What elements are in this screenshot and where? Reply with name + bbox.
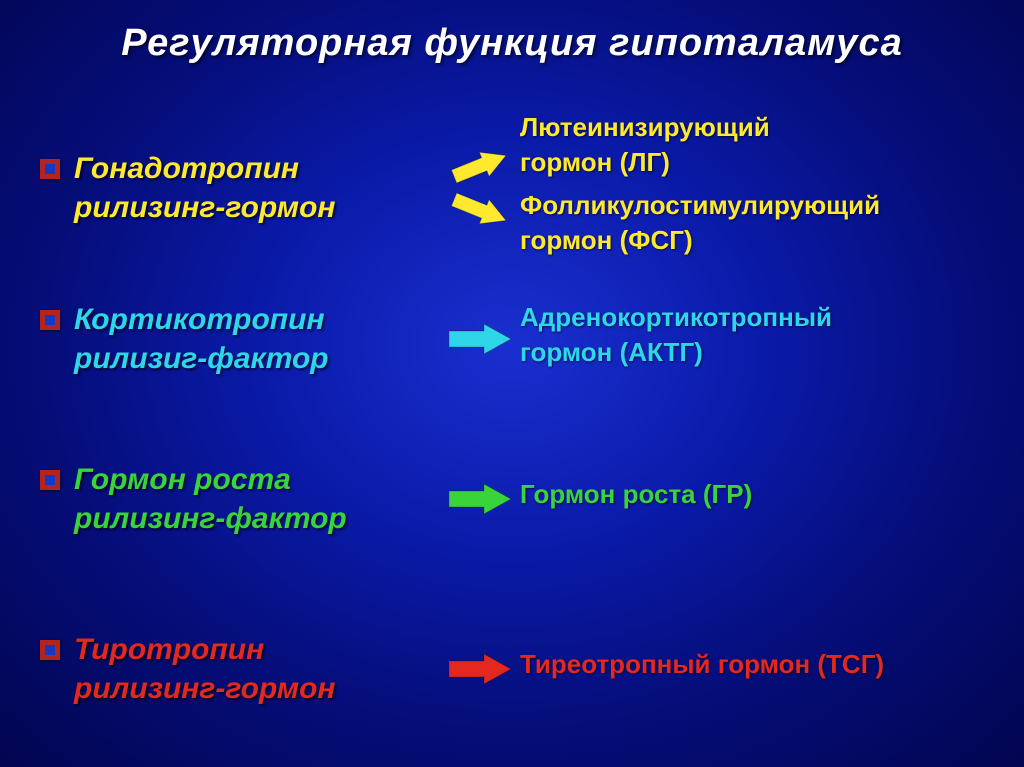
content-row: Кортикотропинрилизиг-фактор Адренокортико… (0, 300, 1024, 378)
releasing-hormone-label: Кортикотропинрилизиг-фактор (74, 300, 329, 378)
target-hormone: Адренокортикотропныйгормон (АКТГ) (520, 300, 994, 370)
text-line: Адренокортикотропный (520, 300, 994, 335)
target-hormone-column: Гормон роста (ГР) (520, 477, 1024, 520)
arrow-column (440, 484, 520, 514)
releasing-hormone: Гормон ростарилизинг-фактор (0, 460, 440, 538)
text-line: гормон (ФСГ) (520, 223, 994, 258)
releasing-hormone-label: Гонадотропинрилизинг-гормон (74, 149, 336, 227)
bullet-icon (40, 470, 60, 490)
content-row: Гормон ростарилизинг-фактор Гормон роста … (0, 460, 1024, 538)
text-line: Гормон роста (ГР) (520, 477, 994, 512)
target-hormone: Лютеинизирующийгормон (ЛГ) (520, 110, 994, 180)
text-line: Гонадотропин (74, 149, 336, 188)
text-line: Тиреотропный гормон (ТСГ) (520, 647, 994, 682)
target-hormone-column: Лютеинизирующийгормон (ЛГ) Фолликулостиму… (520, 110, 1024, 266)
releasing-hormone-label: Тиротропинрилизинг-гормон (74, 630, 336, 708)
text-line: рилизинг-фактор (74, 499, 347, 538)
arrow-icon (449, 654, 511, 684)
text-line: рилизиг-фактор (74, 339, 329, 378)
text-line: Кортикотропин (74, 300, 329, 339)
arrow-icon (449, 188, 511, 233)
text-line: Лютеинизирующий (520, 110, 994, 145)
text-line: гормон (ЛГ) (520, 145, 994, 180)
releasing-hormone: Гонадотропинрилизинг-гормон (0, 149, 440, 227)
arrow-column (440, 153, 520, 223)
releasing-hormone-label: Гормон ростарилизинг-фактор (74, 460, 347, 538)
target-hormone-column: Адренокортикотропныйгормон (АКТГ) (520, 300, 1024, 378)
slide-title: Регуляторная функция гипоталамуса (0, 22, 1024, 65)
text-line: Тиротропин (74, 630, 336, 669)
releasing-hormone: Тиротропинрилизинг-гормон (0, 630, 440, 708)
releasing-hormone: Кортикотропинрилизиг-фактор (0, 300, 440, 378)
slide: Регуляторная функция гипоталамуса Гонадо… (0, 0, 1024, 767)
text-line: Гормон роста (74, 460, 347, 499)
target-hormone: Гормон роста (ГР) (520, 477, 994, 512)
arrow-icon (449, 324, 511, 354)
target-hormone-column: Тиреотропный гормон (ТСГ) (520, 647, 1024, 690)
arrow-icon (449, 484, 511, 514)
target-hormone: Фолликулостимулирующийгормон (ФСГ) (520, 188, 994, 258)
arrow-column (440, 654, 520, 684)
text-line: рилизинг-гормон (74, 669, 336, 708)
bullet-icon (40, 159, 60, 179)
arrow-column (440, 324, 520, 354)
text-line: гормон (АКТГ) (520, 335, 994, 370)
content-row: Гонадотропинрилизинг-гормон Лютеинизирующ… (0, 110, 1024, 266)
arrow-icon (449, 144, 511, 189)
bullet-icon (40, 640, 60, 660)
target-hormone: Тиреотропный гормон (ТСГ) (520, 647, 994, 682)
bullet-icon (40, 310, 60, 330)
content-row: Тиротропинрилизинг-гормон Тиреотропный го… (0, 630, 1024, 708)
text-line: рилизинг-гормон (74, 188, 336, 227)
text-line: Фолликулостимулирующий (520, 188, 994, 223)
